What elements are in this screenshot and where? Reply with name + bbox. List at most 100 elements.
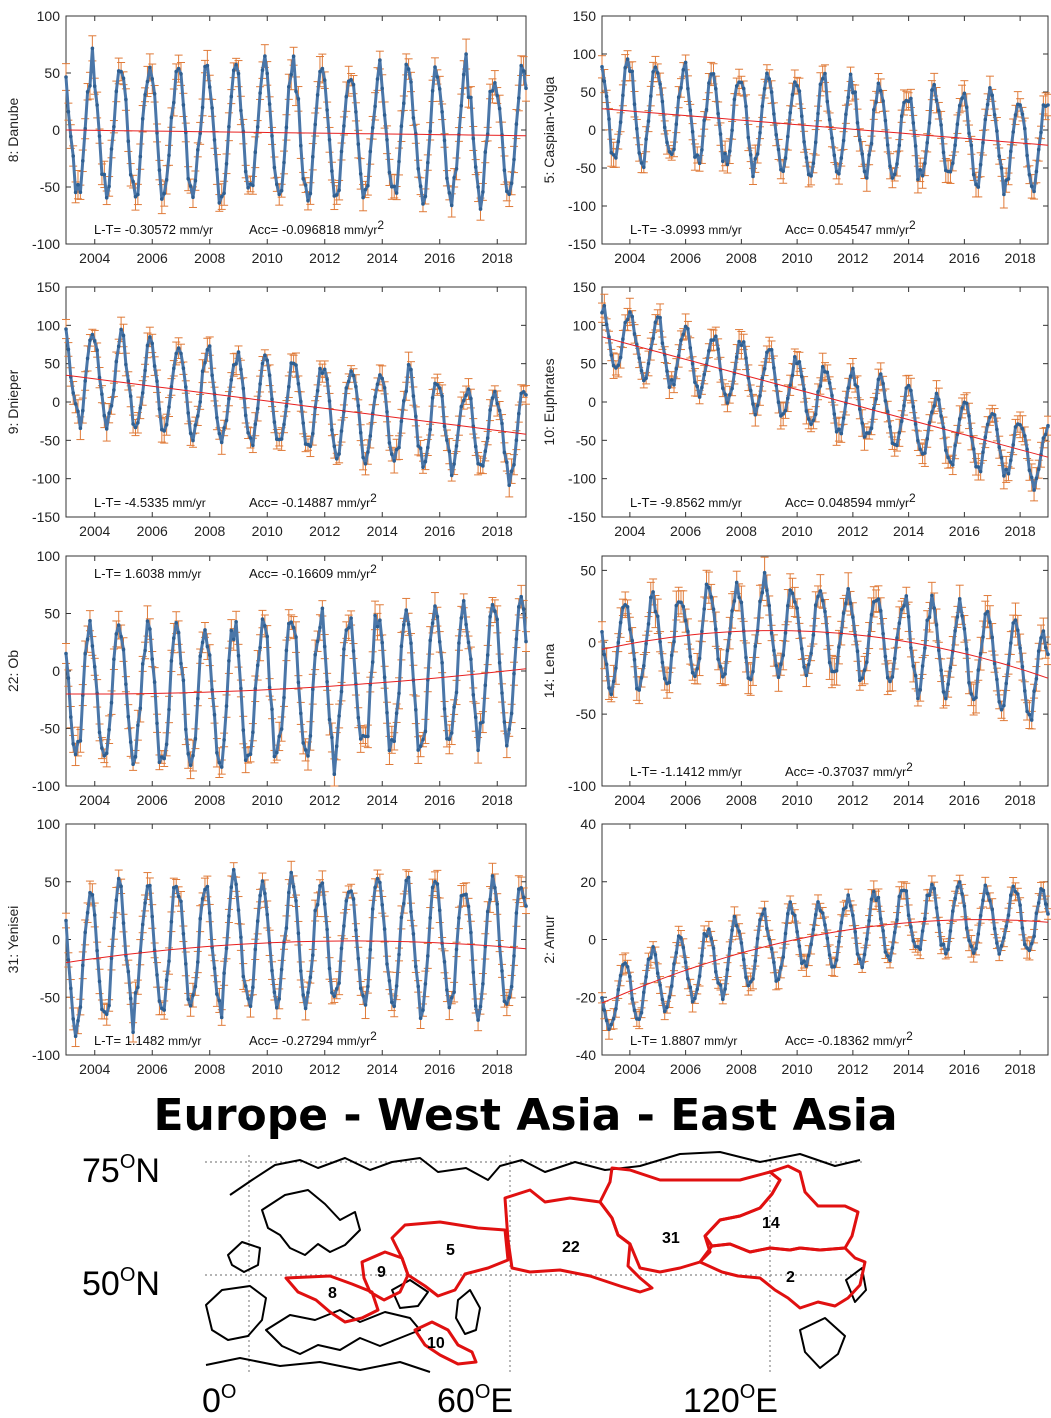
data-point <box>625 605 630 609</box>
data-point <box>231 637 236 642</box>
data-point <box>104 196 109 200</box>
data-point <box>186 751 190 756</box>
data-point <box>760 590 765 595</box>
y-tick-label: 50 <box>580 356 596 372</box>
data-point <box>346 626 351 630</box>
data-point <box>937 648 941 653</box>
data-point <box>219 440 224 445</box>
data-point <box>642 664 646 668</box>
data-point <box>904 386 909 390</box>
data-point <box>66 676 71 680</box>
data-point <box>971 447 976 451</box>
data-point <box>992 113 997 117</box>
data-point <box>737 595 741 600</box>
data-point <box>222 426 226 430</box>
data-point <box>239 367 243 372</box>
x-tick-label: 2008 <box>194 1061 225 1077</box>
data-point <box>207 344 212 348</box>
y-tick-label: 0 <box>588 634 596 650</box>
data-point <box>303 183 308 187</box>
data-point <box>1020 664 1025 669</box>
data-point <box>224 418 229 423</box>
data-point <box>890 176 895 180</box>
data-point <box>839 431 844 436</box>
data-point <box>524 639 528 644</box>
chart-panel: -100 -50 0 50 2004 2006 2008 2010 2012 2014 2016 20… <box>541 555 1051 808</box>
data-point <box>602 652 607 657</box>
data-point <box>373 613 377 618</box>
data-point <box>930 410 934 414</box>
x-tick-label: 2016 <box>424 250 455 266</box>
data-point <box>414 132 418 136</box>
data-point <box>205 63 210 68</box>
data-point <box>126 714 131 719</box>
x-tick-label: 2014 <box>893 523 924 539</box>
data-point <box>644 642 648 646</box>
data-point <box>858 678 862 683</box>
data-point <box>865 660 869 664</box>
data-point <box>140 662 145 666</box>
data-point <box>679 338 683 343</box>
data-point <box>344 94 349 99</box>
data-point <box>176 66 181 71</box>
data-point <box>730 128 734 133</box>
data-point <box>284 404 289 408</box>
x-tick-label: 2014 <box>893 250 924 266</box>
data-point <box>932 606 936 610</box>
data-point <box>899 607 904 612</box>
data-point <box>217 201 222 205</box>
data-point <box>741 340 746 344</box>
data-point <box>911 121 916 125</box>
data-point <box>277 192 282 197</box>
data-point <box>944 448 948 453</box>
data-point <box>897 621 902 625</box>
trend-annotation: L-T= 1.6038 mm/yr <box>94 566 201 581</box>
data-point <box>709 595 713 599</box>
acc-value: Acc= -0.37037 <box>785 764 873 779</box>
data-point <box>1046 652 1050 657</box>
data-point <box>781 653 785 657</box>
data-point <box>714 87 718 91</box>
data-point <box>876 81 881 86</box>
data-point <box>143 648 147 653</box>
data-point <box>609 353 614 357</box>
data-point <box>231 68 236 73</box>
data-point <box>653 320 658 325</box>
y-tick-label: 0 <box>52 122 60 138</box>
data-point <box>148 65 152 70</box>
data-point <box>200 105 205 110</box>
data-point <box>790 373 795 378</box>
data-point <box>985 102 990 107</box>
data-point <box>435 382 440 387</box>
data-point <box>481 720 485 724</box>
data-point <box>825 631 830 635</box>
data-point <box>649 595 653 600</box>
data-point <box>198 400 202 404</box>
data-point <box>421 202 425 206</box>
data-point <box>642 378 646 383</box>
data-point <box>73 190 78 195</box>
data-point <box>85 90 90 94</box>
data-point <box>867 431 871 435</box>
data-point <box>459 404 464 409</box>
data-point <box>418 744 423 748</box>
data-point <box>662 676 667 681</box>
data-point <box>988 86 992 90</box>
data-point <box>119 69 123 74</box>
data-point <box>380 376 385 381</box>
data-point <box>755 403 760 408</box>
data-point <box>279 188 284 193</box>
data-point <box>623 603 627 607</box>
data-point <box>234 362 238 366</box>
data-point <box>270 397 274 402</box>
data-point <box>600 310 604 315</box>
data-point <box>334 193 339 197</box>
data-point <box>790 92 795 97</box>
data-point <box>267 102 272 106</box>
data-point <box>363 462 368 466</box>
data-point <box>651 70 655 74</box>
data-point <box>948 169 953 174</box>
data-point <box>609 150 614 155</box>
data-point <box>229 378 234 382</box>
data-point <box>258 382 262 386</box>
